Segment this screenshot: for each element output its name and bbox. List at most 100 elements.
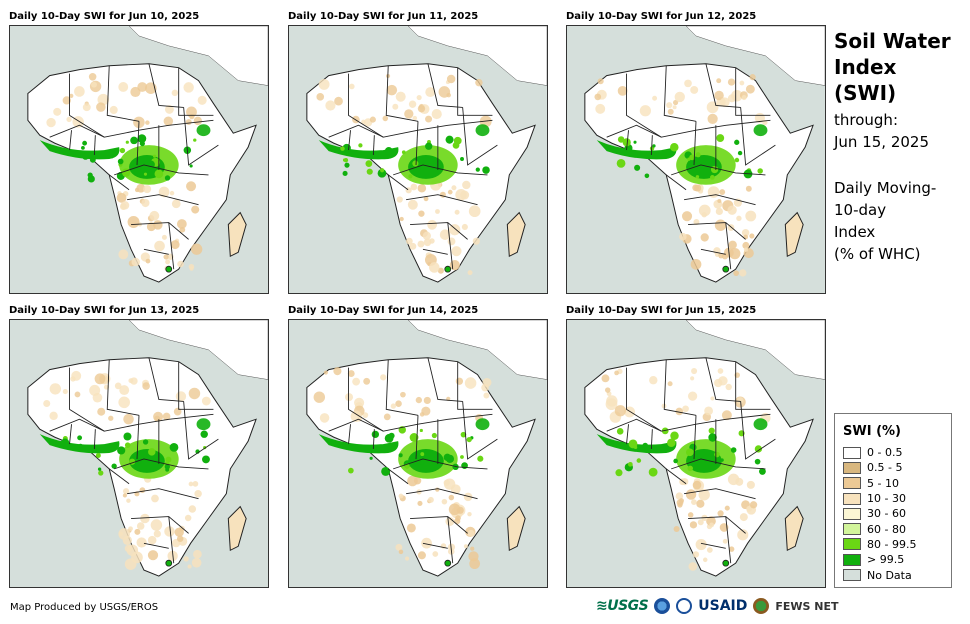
dry-patch [691,499,697,505]
dry-patch [134,528,141,535]
dry-patch [425,87,436,98]
dry-patch [174,527,184,537]
dry-patch [450,484,461,495]
panel-title: Daily 10-Day SWI for Jun 14, 2025 [288,305,479,316]
dry-patch [674,91,685,103]
country-border [626,130,629,151]
country-border [671,458,766,470]
dry-patch [43,400,51,408]
dry-patch [694,184,702,192]
dry-patch [447,189,453,195]
wet-area-ethiopia [753,124,768,137]
dry-patch [395,400,402,407]
legend-item: No Data [843,567,945,582]
dry-patch [673,525,680,532]
country-border [136,415,140,459]
legend-swatch [843,538,861,551]
dry-patch [74,86,85,97]
wet-patch [757,168,763,174]
dry-patch [194,490,202,498]
legend-item: 60 - 80 [843,521,945,536]
dry-patch [467,270,473,276]
dry-patch [449,224,461,236]
legend-label: No Data [867,568,912,582]
dry-patch [62,96,71,105]
country-border [735,361,771,410]
dry-patch [431,108,442,120]
dry-patch [729,247,741,260]
dry-patch [386,84,398,96]
wet-patch [695,175,700,179]
dry-patch [749,501,758,509]
dry-patch [617,85,628,96]
usaid-logo: USAID [698,598,748,614]
dry-patch [171,89,179,97]
dry-patch [412,115,418,121]
wet-patch [164,464,170,470]
madagascar [784,211,804,258]
wet-patch [419,428,423,433]
dry-patch [690,258,702,270]
dry-patch [739,269,747,277]
dry-patch [136,522,145,530]
madagascar [506,505,526,552]
dry-patch [162,412,171,421]
wet-patch [137,134,147,143]
credit-text: Map Produced by USGS/EROS [10,602,159,613]
side-title: Soil Water Index (SWI) [834,28,964,106]
eurasia-landmass [128,26,268,86]
dry-patch [94,373,106,385]
wet-patch [77,435,83,441]
wet-patch [754,458,761,465]
legend-label: 80 - 99.5 [867,537,917,551]
wet-patch [371,430,380,439]
africa-map [9,25,269,294]
country-border [457,361,493,410]
dry-patch [188,263,195,270]
dry-patch [53,107,62,116]
dry-patch [361,119,366,125]
dry-patch [710,396,715,401]
dry-patch [147,550,159,561]
madagascar [784,505,804,552]
country-border [735,67,771,116]
wet-patch [445,135,454,144]
dry-patch [184,514,192,522]
dry-patch [639,105,651,117]
dry-patch [714,90,724,101]
africa-map [288,319,548,588]
country-border [606,413,771,432]
country-border [415,415,419,459]
wet-patch [401,150,406,155]
country-border [626,367,662,432]
wet-patch [344,162,350,168]
legend-swatch [843,461,861,474]
wet-patch [716,134,725,143]
wet-patch [667,438,676,447]
dry-patch [741,95,747,101]
dry-patch [693,218,700,225]
wet-patch [109,154,114,159]
dry-patch [197,95,207,105]
dry-patch [684,79,692,88]
dry-patch [417,500,423,506]
country-border [69,73,105,138]
madagascar [227,211,247,258]
wet-patch [358,143,363,148]
dry-patch [746,505,753,512]
dry-patch [685,489,697,500]
dry-patch [348,83,355,90]
wet-patch [460,431,467,438]
dry-patch [463,492,473,502]
country-border [427,63,463,108]
legend-swatch [843,477,861,490]
dry-patch [728,546,735,552]
dry-patch [446,74,456,84]
country-border [372,429,375,450]
wet-patch [130,136,138,145]
dry-patch [405,237,413,245]
dry-patch [88,73,97,81]
dry-patch [605,398,618,411]
dry-patch [463,544,468,549]
